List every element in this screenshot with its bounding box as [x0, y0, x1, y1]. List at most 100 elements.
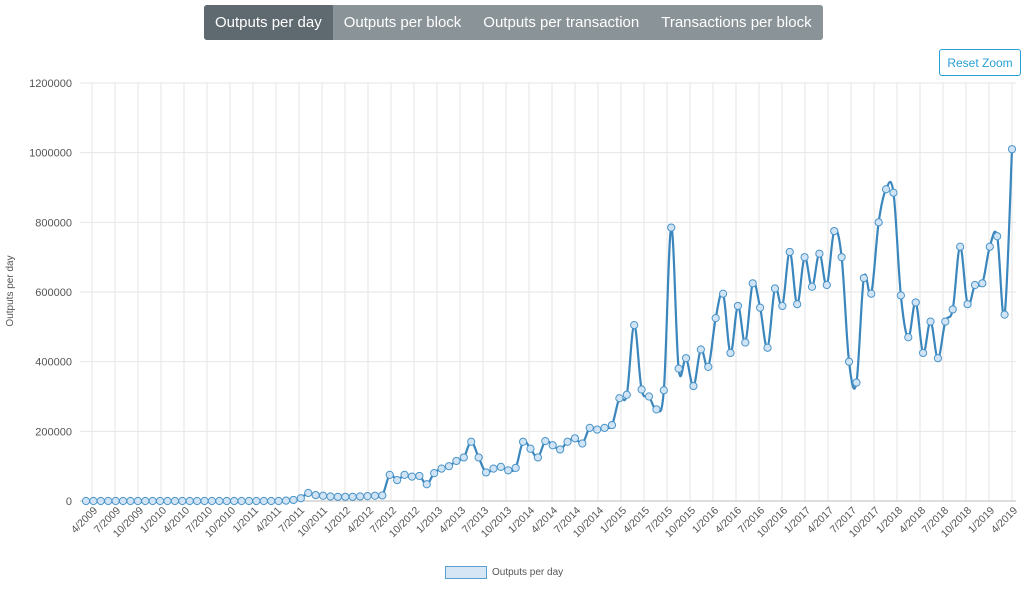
data-point[interactable] [733, 301, 743, 311]
data-point[interactable] [311, 490, 320, 500]
data-point[interactable] [578, 439, 587, 448]
data-point[interactable] [978, 279, 987, 288]
data-point[interactable] [556, 445, 565, 454]
data-point[interactable] [904, 333, 913, 342]
data-point[interactable] [778, 301, 787, 311]
data-point[interactable] [667, 223, 676, 232]
data-point[interactable] [452, 456, 461, 466]
data-point[interactable] [815, 249, 824, 258]
reset-zoom-button[interactable]: Reset Zoom [939, 49, 1021, 76]
data-point[interactable] [696, 345, 705, 354]
data-point[interactable] [630, 320, 639, 330]
data-point[interactable] [852, 378, 861, 387]
data-point[interactable] [89, 496, 98, 506]
data-point[interactable] [170, 496, 179, 506]
data-point[interactable] [993, 232, 1002, 241]
data-point[interactable] [215, 496, 224, 506]
data-point[interactable] [430, 469, 439, 478]
data-point[interactable] [911, 298, 920, 307]
data-point[interactable] [1000, 310, 1009, 319]
data-point[interactable] [770, 284, 780, 293]
data-point[interactable] [518, 437, 528, 446]
data-point[interactable] [681, 354, 691, 363]
data-point[interactable] [874, 218, 883, 227]
data-point[interactable] [822, 280, 831, 290]
tab-outputs-per-day[interactable]: Outputs per day [204, 5, 333, 40]
data-point[interactable] [741, 338, 750, 347]
data-point[interactable] [496, 462, 505, 471]
data-point[interactable] [533, 453, 542, 462]
data-point[interactable] [267, 496, 276, 506]
data-point[interactable] [415, 471, 424, 481]
data-point[interactable] [185, 496, 194, 506]
tab-transactions-per-block[interactable]: Transactions per block [650, 5, 823, 40]
data-point[interactable] [659, 386, 668, 395]
tab-outputs-per-block[interactable]: Outputs per block [332, 5, 473, 40]
data-point[interactable] [96, 496, 105, 506]
data-point[interactable] [793, 300, 802, 309]
data-point[interactable] [644, 392, 654, 401]
data-point[interactable] [881, 185, 891, 194]
data-point[interactable] [985, 242, 994, 251]
data-point[interactable] [289, 495, 298, 505]
data-point[interactable] [118, 496, 128, 506]
data-point[interactable] [970, 280, 980, 290]
data-point[interactable] [200, 496, 209, 506]
data-point[interactable] [830, 226, 839, 236]
data-point[interactable] [585, 423, 594, 432]
data-point[interactable] [889, 188, 898, 197]
data-point[interactable] [674, 364, 683, 373]
data-point[interactable] [704, 362, 713, 371]
data-point[interactable] [178, 496, 187, 506]
data-point[interactable] [474, 453, 483, 462]
data-point[interactable] [244, 496, 254, 506]
data-point[interactable] [563, 437, 572, 446]
data-point[interactable] [207, 496, 217, 506]
data-point[interactable] [407, 472, 417, 481]
data-point[interactable] [348, 492, 357, 501]
data-point[interactable] [896, 291, 905, 300]
data-point[interactable] [281, 496, 291, 505]
data-point[interactable] [689, 381, 698, 391]
data-point[interactable] [622, 390, 631, 399]
data-point[interactable] [393, 476, 402, 485]
data-point[interactable] [800, 253, 809, 262]
data-point[interactable] [400, 470, 409, 479]
data-point[interactable] [615, 394, 624, 403]
data-point[interactable] [355, 492, 365, 501]
data-point[interactable] [948, 305, 957, 314]
data-point[interactable] [378, 491, 387, 500]
data-point[interactable] [600, 423, 609, 432]
data-point[interactable] [237, 496, 246, 506]
data-point[interactable] [333, 492, 342, 501]
data-point[interactable] [230, 496, 239, 506]
data-point[interactable] [718, 289, 728, 298]
data-point[interactable] [919, 348, 928, 358]
data-point[interactable] [652, 405, 661, 414]
data-point[interactable] [444, 462, 454, 471]
data-point[interactable] [807, 282, 817, 291]
data-point[interactable] [1007, 145, 1017, 154]
data-point[interactable] [133, 496, 142, 506]
data-point[interactable] [274, 496, 283, 506]
data-point[interactable] [296, 494, 305, 503]
data-point[interactable] [385, 470, 394, 479]
data-point[interactable] [437, 464, 446, 473]
data-point[interactable] [104, 496, 113, 506]
data-point[interactable] [593, 425, 602, 434]
tab-outputs-per-transaction[interactable]: Outputs per transaction [472, 5, 651, 40]
chart-legend[interactable]: Outputs per day [445, 566, 563, 579]
data-point[interactable] [541, 436, 550, 446]
data-point[interactable] [956, 242, 965, 251]
data-point[interactable] [259, 496, 268, 506]
data-point[interactable] [126, 496, 135, 506]
data-point[interactable] [326, 492, 335, 501]
data-point[interactable] [489, 464, 498, 473]
data-point[interactable] [459, 453, 468, 462]
data-point[interactable] [926, 317, 935, 326]
data-point[interactable] [548, 441, 557, 450]
data-point[interactable] [467, 437, 476, 446]
data-point[interactable] [155, 496, 165, 506]
data-point[interactable] [252, 496, 261, 506]
